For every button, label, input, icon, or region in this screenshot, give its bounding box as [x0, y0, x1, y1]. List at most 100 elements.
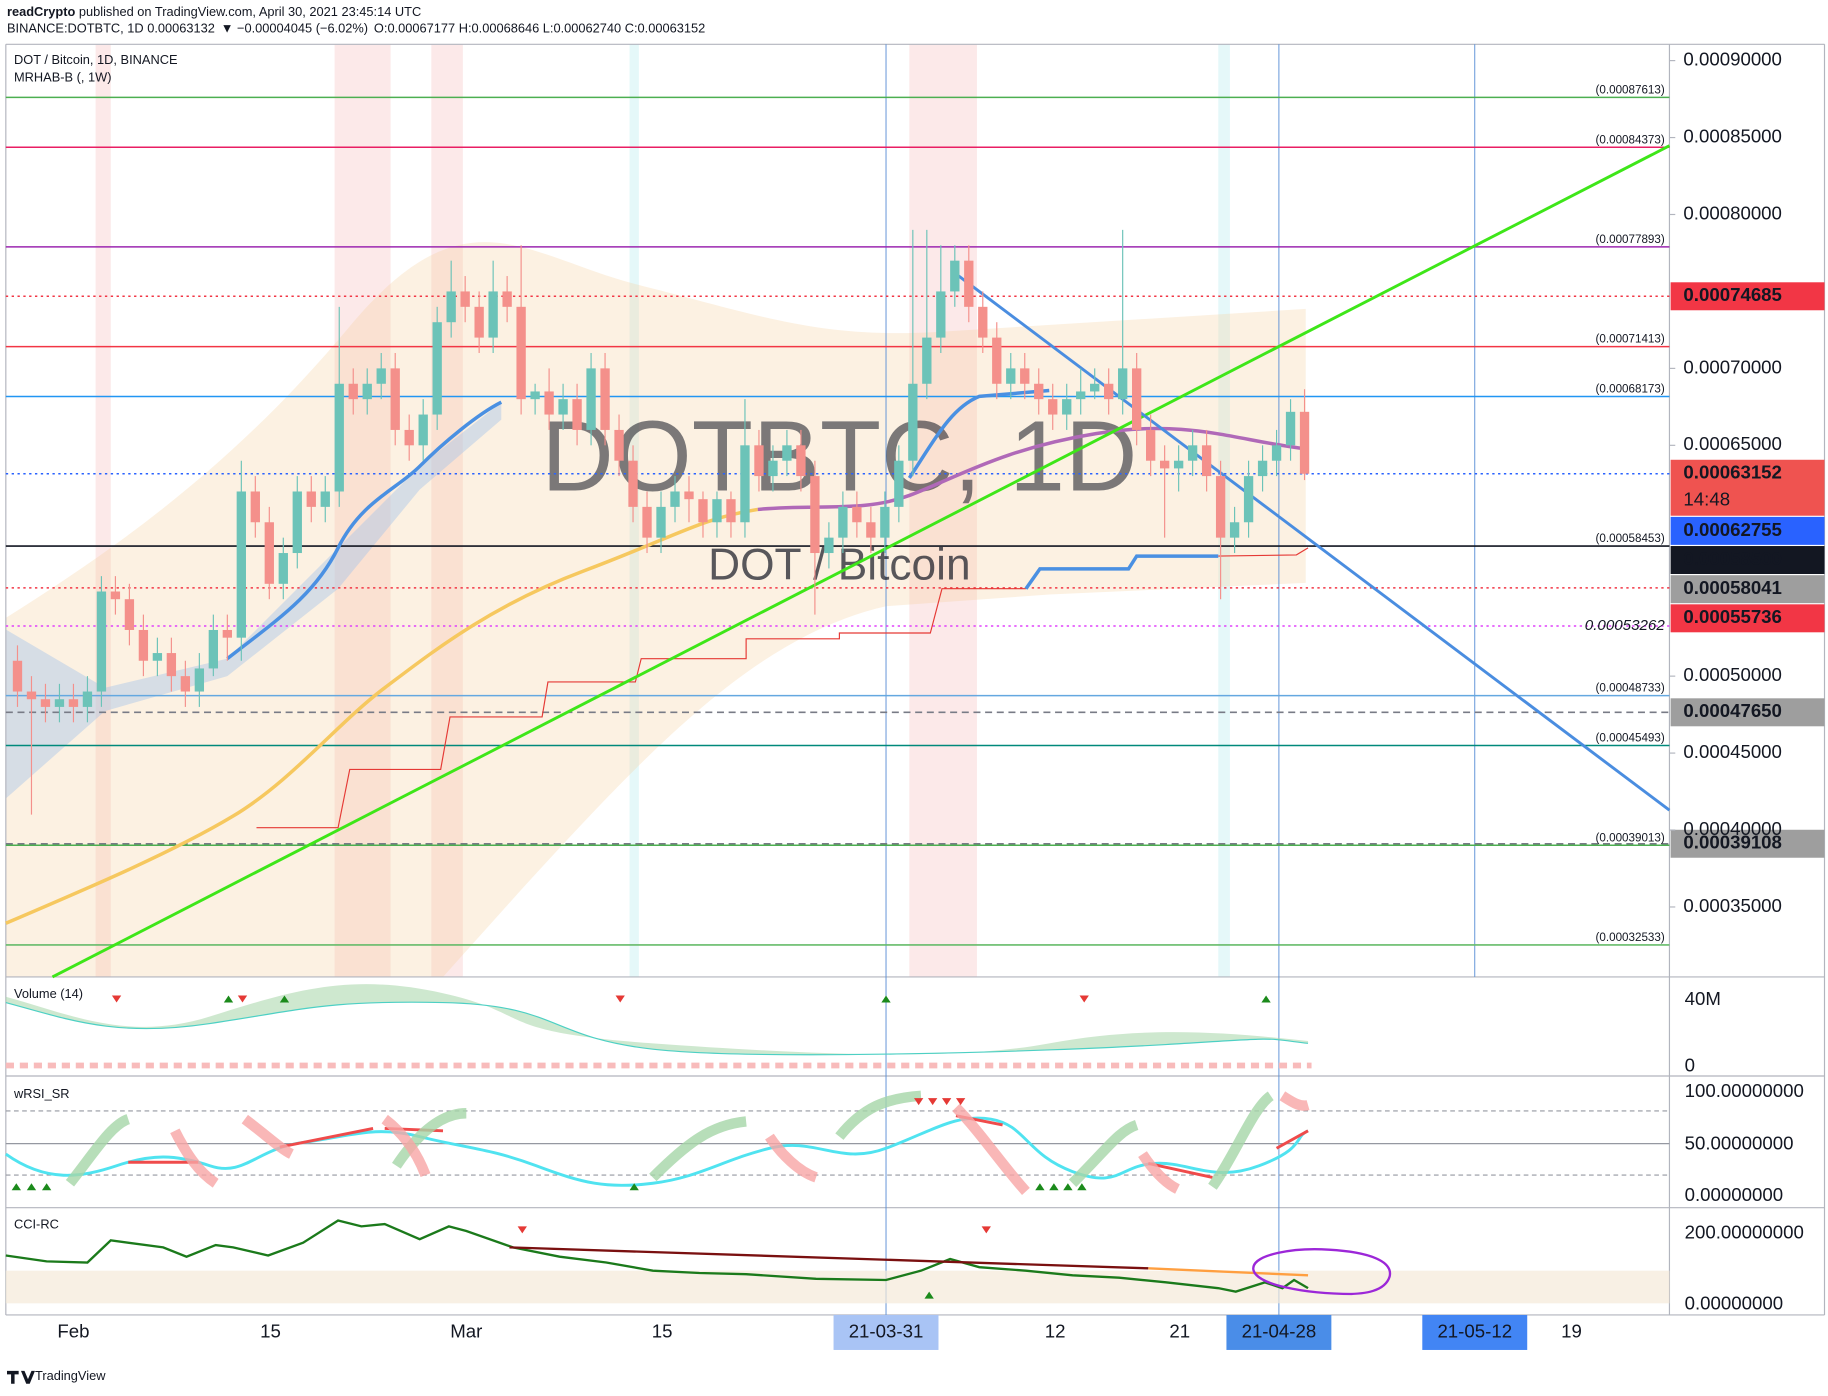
candle-body — [586, 368, 596, 430]
y-tick-label: 0.00080000 — [1683, 202, 1781, 223]
x-tick-label: 12 — [1045, 1320, 1066, 1341]
candle-body — [558, 399, 568, 415]
candle-body — [1090, 383, 1100, 392]
price-tag-label: 0.00058041 — [1683, 577, 1781, 598]
price-tag — [1670, 698, 1825, 727]
rsi-ribbon — [65, 1090, 1275, 1190]
x-tick-label: 21 — [1169, 1320, 1190, 1341]
x-tick-label: Mar — [450, 1320, 482, 1341]
shade — [909, 44, 977, 977]
pane-title: wRSI_SR — [13, 1086, 70, 1101]
candle-body — [726, 499, 736, 523]
candle-body — [600, 368, 610, 430]
candle-body — [1034, 383, 1044, 400]
level-label: (0.00058453) — [1596, 532, 1665, 545]
candle-body — [768, 460, 778, 477]
candle-body — [1159, 460, 1170, 469]
candle-body — [852, 506, 862, 523]
candle-body — [1285, 411, 1296, 446]
candle-body — [306, 491, 316, 507]
chart-title: DOT / Bitcoin, 1D, BINANCE — [14, 52, 178, 67]
candle-body — [1132, 368, 1142, 430]
stop-line — [256, 588, 1026, 829]
candle-body — [446, 291, 456, 323]
candle-body — [1145, 429, 1156, 461]
candle-body — [1062, 399, 1072, 415]
level-label: (0.00068173) — [1596, 383, 1665, 396]
moving-average — [757, 426, 1306, 512]
volume-ma — [5, 1001, 1309, 1056]
candle-body — [222, 629, 232, 638]
candle-body — [488, 291, 498, 338]
candle-body — [908, 383, 918, 461]
rsi-pane — [4, 1090, 1670, 1195]
candle-body — [1229, 522, 1240, 538]
cci-trend — [509, 1246, 1149, 1270]
price-tag-label: 0.00074685 — [1683, 284, 1781, 305]
candle-body — [698, 499, 708, 523]
x-highlight — [833, 1314, 939, 1350]
candle-body — [502, 291, 512, 307]
candle-body — [1243, 476, 1254, 523]
level-label: (0.00039013) — [1596, 831, 1665, 844]
axis-label: 0.00000000 — [1685, 1184, 1783, 1205]
axis-label: 200.00000000 — [1685, 1221, 1804, 1242]
price-tag-label: 0.00062755 — [1683, 519, 1781, 540]
pane-title: CCI-RC — [14, 1217, 59, 1232]
candle-body — [572, 399, 582, 430]
price-tag — [1670, 459, 1825, 516]
indicators — [5, 144, 1671, 979]
cci-pane — [5, 1219, 1670, 1304]
y-tick-label: 0.00070000 — [1683, 356, 1781, 377]
candle-body — [1201, 445, 1212, 477]
countdown: 14:48 — [1683, 488, 1730, 509]
y-tick-label: 0.00045000 — [1683, 741, 1781, 762]
annotation-circle — [1252, 1248, 1392, 1296]
candle-body — [880, 506, 890, 538]
candle-body — [1076, 391, 1086, 400]
y-tick-label: 0.00065000 — [1683, 433, 1781, 454]
candle-body — [404, 429, 414, 446]
band — [5, 402, 502, 799]
watermark-sub: DOT / Bitcoin — [708, 540, 971, 589]
volume-ribbon — [5, 984, 1309, 1055]
candle-body — [250, 491, 260, 523]
candle-body — [460, 291, 470, 307]
x-tick-label: 21-03-31 — [849, 1320, 924, 1341]
candle-body — [614, 429, 624, 461]
rsi-line — [128, 1114, 1309, 1179]
candle-body — [712, 499, 722, 523]
level-label: 0.00053262 — [1585, 617, 1666, 634]
x-axis: Feb 15 Mar 15 21-03-31 12 21 21-04-28 21-05-12 19 — [57, 1320, 1582, 1341]
candle-body — [54, 699, 65, 707]
price-tag-label: 0.00047650 — [1683, 700, 1781, 721]
x-highlight — [1422, 1314, 1528, 1350]
candle-body — [68, 699, 79, 707]
candle-body — [838, 506, 848, 538]
footer: TradingView — [35, 1368, 106, 1383]
candle-body — [40, 699, 51, 707]
price-tag — [1670, 282, 1825, 311]
y-tick-label: 0.00090000 — [1683, 49, 1781, 70]
candle-body — [1048, 399, 1058, 415]
level-label: (0.00045493) — [1596, 732, 1665, 745]
stop-line — [1024, 554, 1219, 590]
candle-body — [26, 691, 37, 700]
band-line — [907, 388, 1050, 479]
axis-label: 50.00000000 — [1685, 1133, 1794, 1154]
level-label: (0.00077893) — [1596, 233, 1665, 246]
ohlc: O:0.00067177 H:0.00068646 L:0.00062740 C… — [374, 21, 705, 36]
candles — [12, 229, 1310, 815]
candle-body — [684, 491, 694, 500]
x-tick-label: 15 — [652, 1320, 673, 1341]
level-label: (0.00071413) — [1596, 333, 1665, 346]
candle-body — [936, 291, 946, 338]
candle-body — [754, 445, 764, 477]
x-tick-label: 21-04-28 — [1242, 1320, 1317, 1341]
x-tick-label: 21-05-12 — [1437, 1320, 1512, 1341]
levels: (0.00087613) (0.00084373) (0.00077893) (0.0… — [5, 83, 1670, 946]
rsi-line — [4, 1116, 1309, 1187]
axis-label: 0.00000000 — [1685, 1292, 1783, 1313]
candle-body — [1215, 476, 1226, 538]
